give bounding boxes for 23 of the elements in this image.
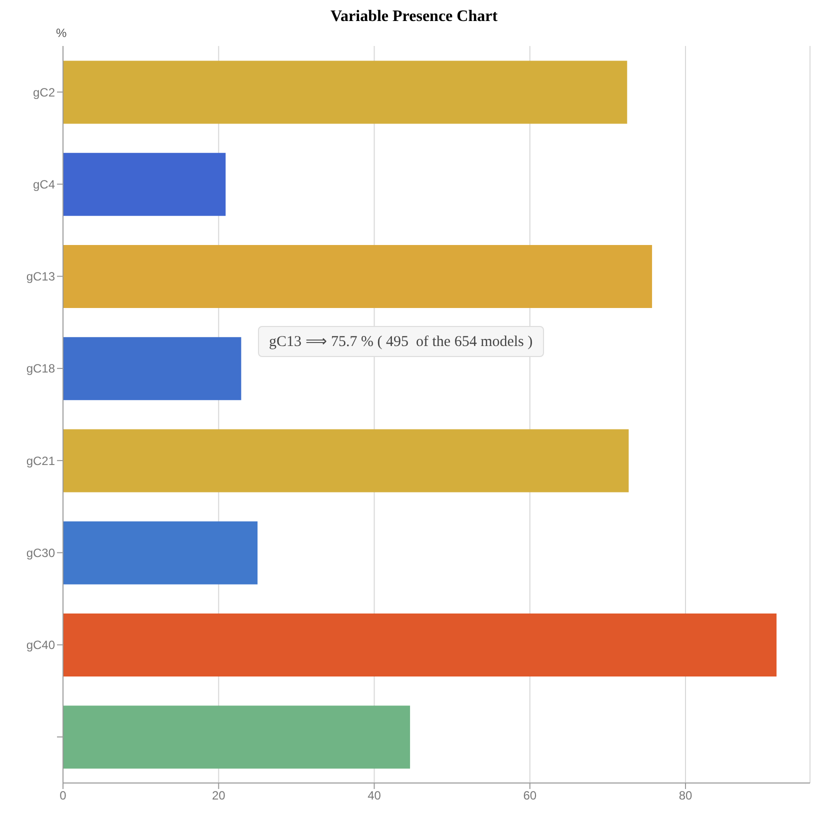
chart-title: Variable Presence Chart: [330, 8, 498, 25]
bar: [63, 60, 628, 124]
bar: [63, 706, 410, 769]
bar: [63, 521, 258, 584]
y-tick-label: gC30: [26, 546, 56, 560]
x-axis-title: %: [56, 26, 67, 40]
tooltip-box: gC13 ⟹ 75.7 % ( 495 of the 654 models ): [258, 326, 544, 357]
x-tick-label: 20: [212, 788, 226, 803]
bar: [63, 429, 629, 492]
y-tick-label: gC40: [26, 638, 56, 652]
y-tick-label: gC4: [32, 177, 56, 192]
y-tick-label: gC18: [26, 362, 56, 376]
x-tick-label: 80: [678, 788, 692, 803]
y-tick-label: gC2: [32, 85, 56, 100]
y-tick-label: gC13: [26, 270, 56, 284]
bar: [63, 337, 242, 400]
bar: [63, 152, 226, 216]
y-tick-label: gC21: [26, 454, 56, 468]
bar: [63, 244, 652, 308]
x-tick-label: 60: [523, 788, 537, 803]
bar: [63, 613, 777, 676]
x-tick-label: 40: [368, 788, 382, 803]
x-tick-label: 0: [60, 788, 67, 803]
